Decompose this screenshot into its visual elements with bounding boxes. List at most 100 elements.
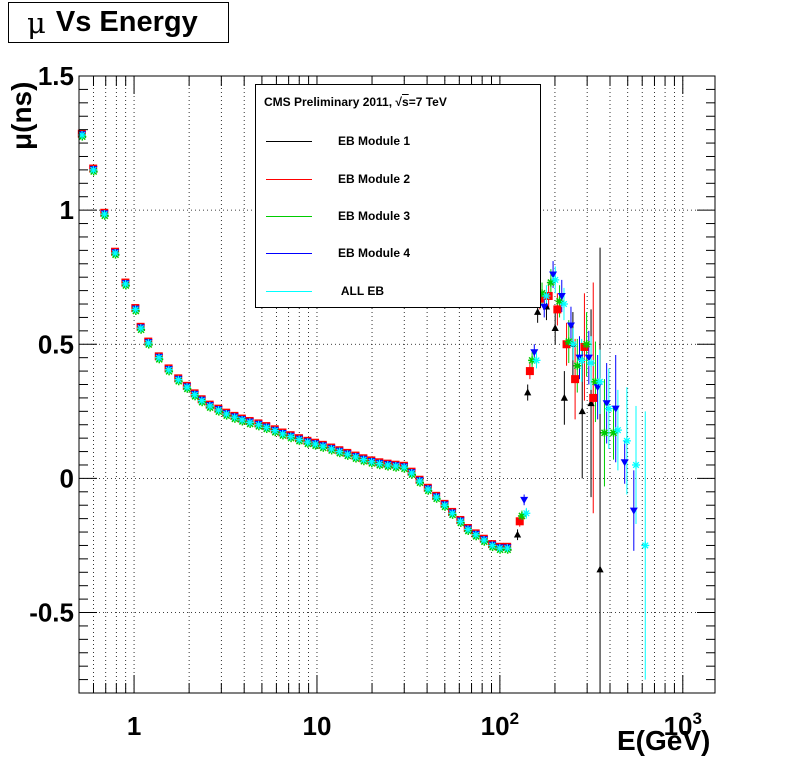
marker-stroke [408, 469, 415, 477]
marker-module-4 [593, 384, 602, 392]
legend-header-suffix: =7 TeV [408, 95, 447, 109]
marker-stroke [609, 429, 618, 437]
marker-all-eb [111, 249, 120, 258]
marker-all-eb [183, 383, 192, 392]
legend-line-all-eb [266, 290, 312, 292]
marker-all-eb [503, 544, 512, 553]
marker-stroke [518, 512, 526, 520]
marker-module-4 [540, 303, 549, 311]
marker-all-eb [595, 377, 604, 386]
marker-all-eb [440, 501, 449, 510]
marker-all-eb [480, 536, 489, 545]
marker-all-eb [463, 525, 472, 534]
marker-stroke [78, 131, 86, 139]
marker-all-eb [136, 324, 145, 333]
marker-all-eb [131, 305, 140, 314]
marker-all-eb [471, 530, 480, 539]
marker-stroke [384, 461, 391, 469]
marker-stroke [583, 340, 591, 348]
axis-ticks [78, 75, 715, 694]
marker-module-1 [587, 399, 595, 407]
marker-all-eb [587, 359, 596, 368]
marker-all-eb [632, 460, 641, 469]
title-mu-symbol: μ [27, 5, 46, 40]
y-tick-label: -0.5 [29, 598, 74, 628]
marker-stroke [238, 416, 246, 424]
marker-module-4 [549, 271, 558, 279]
marker-all-eb [205, 401, 214, 410]
marker-module-3 [546, 278, 555, 287]
y-tick-label: 0.5 [38, 329, 74, 359]
marker-all-eb [100, 210, 109, 219]
marker-stroke [165, 366, 173, 374]
marker-all-eb [190, 390, 199, 399]
marker-stroke [400, 463, 408, 471]
marker-stroke [155, 354, 163, 361]
marker-stroke [605, 405, 613, 412]
x-tick-label: 102 [481, 709, 519, 741]
y-axis-label: μ(ns) [6, 81, 37, 150]
marker-all-eb [164, 365, 173, 374]
marker-stroke [600, 429, 608, 437]
marker-all-eb [197, 396, 206, 405]
marker-all-eb [295, 435, 304, 444]
legend-entry-module-4: EB Module 4 [266, 245, 410, 261]
marker-stroke [504, 544, 511, 552]
legend-label-module-2: EB Module 2 [338, 172, 411, 186]
marker-stroke [523, 510, 530, 517]
marker-module-2 [571, 375, 580, 384]
marker-stroke [175, 376, 182, 383]
marker-stroke [304, 438, 311, 446]
marker-module-2 [515, 517, 524, 526]
marker-all-eb [144, 338, 153, 347]
marker-stroke [449, 510, 456, 517]
marker-all-eb [432, 493, 441, 502]
marker-stroke [101, 210, 108, 218]
marker-stroke [596, 378, 604, 386]
legend-entry-module-2: EB Module 2 [266, 171, 410, 187]
marker-module-1 [513, 530, 522, 538]
data-points [77, 129, 650, 573]
marker-module-4 [602, 400, 611, 408]
marker-module-3 [517, 511, 526, 520]
marker-stroke [132, 306, 139, 313]
legend-label-module-1: EB Module 1 [338, 134, 411, 148]
marker-all-eb [286, 432, 295, 441]
marker-all-eb [551, 275, 560, 284]
marker-stroke [480, 536, 488, 544]
sqrt-sign: √ [395, 95, 402, 109]
marker-stroke [552, 276, 559, 284]
marker-stroke [623, 437, 631, 445]
marker-all-eb [407, 469, 416, 478]
legend-header-prefix: CMS Preliminary 2011, [264, 95, 396, 109]
marker-all-eb [222, 410, 231, 419]
marker-all-eb [121, 279, 130, 288]
marker-all-eb [262, 423, 271, 432]
marker-stroke [416, 477, 423, 485]
marker-module-3 [564, 337, 573, 346]
marker-stroke [328, 445, 335, 453]
marker-all-eb [174, 375, 183, 384]
marker-stroke [319, 442, 327, 450]
legend-label-module-3: EB Module 3 [338, 209, 411, 223]
legend-entry-module-1: EB Module 1 [266, 133, 410, 149]
marker-all-eb [343, 450, 352, 459]
marker-stroke [287, 433, 295, 440]
y-tick-label: 1 [60, 195, 74, 225]
marker-stroke [352, 453, 359, 461]
marker-module-2 [525, 367, 534, 376]
marker-module-1 [551, 324, 559, 331]
x-axis-label: E(GeV) [617, 725, 711, 756]
marker-all-eb [622, 436, 631, 445]
marker-stroke [560, 300, 568, 308]
marker-stroke [587, 359, 595, 367]
marker-stroke [255, 421, 262, 428]
x-tick-label: 10 [303, 711, 332, 741]
marker-module-4 [629, 507, 638, 515]
marker-stroke [223, 410, 230, 418]
marker-module-1 [560, 393, 568, 401]
marker-all-eb [569, 340, 578, 349]
title-text: Vs Energy [55, 6, 198, 38]
marker-module-1 [524, 388, 532, 396]
marker-stroke [183, 383, 191, 391]
